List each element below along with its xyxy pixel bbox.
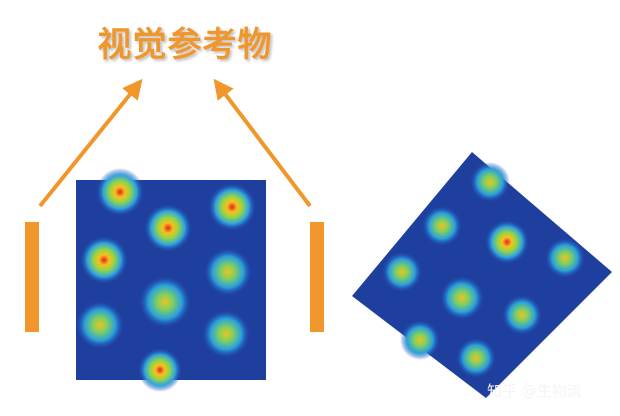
- firing-field: [440, 276, 484, 320]
- firing-field: [422, 206, 462, 246]
- firing-map: [76, 168, 266, 392]
- watermark: 知乎 @生物流: [487, 382, 582, 400]
- firing-field: [400, 320, 440, 360]
- firing-field: [138, 348, 182, 392]
- arrow: [38, 78, 143, 208]
- firing-field: [76, 301, 124, 349]
- arrow: [213, 78, 312, 208]
- firing-field: [96, 168, 144, 216]
- landmark-bar: [310, 222, 324, 332]
- firing-field: [202, 310, 250, 358]
- firing-field: [456, 338, 496, 378]
- firing-field: [470, 162, 510, 202]
- firing-field: [204, 248, 252, 296]
- title: 视觉参考物: [98, 25, 273, 65]
- firing-field: [144, 204, 192, 252]
- firing-field: [502, 295, 542, 335]
- firing-field: [139, 276, 191, 328]
- landmark-bar: [25, 222, 39, 332]
- firing-map: [352, 152, 612, 398]
- firing-field: [545, 238, 585, 278]
- firing-field: [382, 252, 422, 292]
- firing-field: [80, 236, 128, 284]
- firing-field: [208, 183, 256, 231]
- firing-field: [485, 220, 529, 264]
